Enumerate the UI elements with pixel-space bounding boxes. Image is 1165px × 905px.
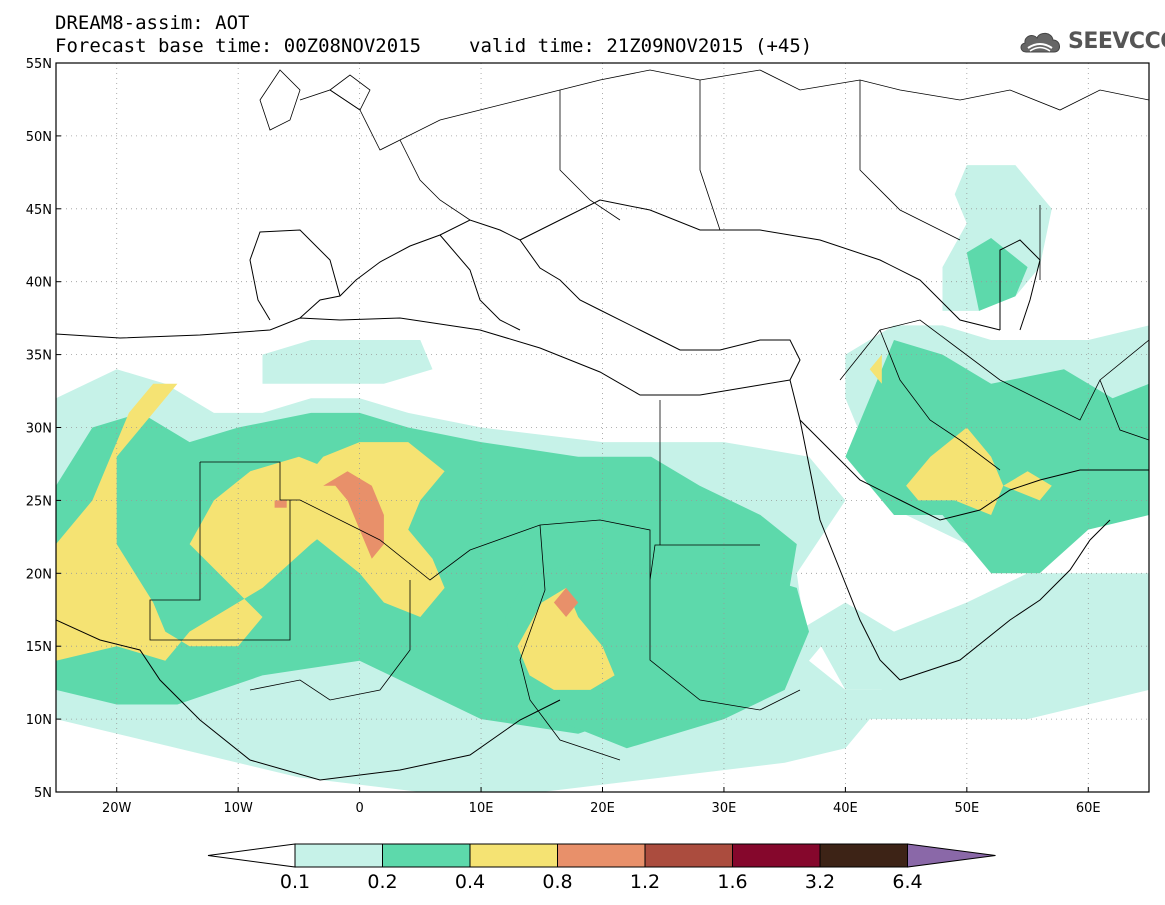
longitude-labels: 20W 10W 0 10E 20E 30E 40E 50E 60E <box>102 787 1101 816</box>
lon-tick-label: 10W <box>223 801 253 816</box>
dust-area-mali-core <box>274 500 287 508</box>
lat-tick-label: 25N <box>26 494 52 509</box>
dust-area-chad-plume <box>517 587 615 690</box>
lon-tick-label: 20W <box>102 801 132 816</box>
colorbar-label: 6.4 <box>892 871 922 893</box>
colorbar-bin <box>557 843 646 868</box>
lon-tick-label: 20E <box>590 801 615 816</box>
lat-tick-label: 55N <box>26 57 52 72</box>
dust-area-sudan-chad <box>505 558 809 749</box>
dust-area-chad-core <box>553 587 579 617</box>
dust-area-gulf-plume <box>906 427 1004 515</box>
cloud-icon <box>1020 32 1060 53</box>
latitude-labels: 55N 50N 45N 40N 35N 30N 25N 20N 15N 10N 5N <box>26 57 61 801</box>
colorbar-label: 3.2 <box>805 871 835 893</box>
colorbar-bin <box>644 843 733 868</box>
dust-area-red-sea-band <box>784 602 967 690</box>
colorbar: 0.1 0.2 0.4 0.8 1.2 1.6 3.2 6.4 <box>207 843 996 893</box>
lat-tick-label: 15N <box>26 640 52 655</box>
colorbar-label: 0.8 <box>542 871 572 893</box>
colorbar-bin <box>469 843 558 868</box>
colorbar-label: 0.2 <box>367 871 397 893</box>
lat-tick-label: 50N <box>26 130 52 145</box>
lon-tick-label: 0 <box>355 801 363 816</box>
colorbar-bin <box>382 843 471 868</box>
lat-tick-label: 30N <box>26 422 52 437</box>
colorbar-label: 0.1 <box>280 871 310 893</box>
logo-text: SEEVCCC <box>1068 29 1165 54</box>
colorbar-bin <box>732 843 821 868</box>
dust-area-west-sahara-plume <box>56 383 360 661</box>
lat-tick-label: 20N <box>26 567 52 582</box>
gridlines <box>56 63 1149 792</box>
colorbar-bin <box>819 843 908 868</box>
lon-tick-label: 60E <box>1076 801 1101 816</box>
colorbar-low-arrow <box>207 843 296 868</box>
dust-fields <box>56 165 1149 792</box>
dust-area-gulf-iran <box>845 340 1149 574</box>
lat-tick-label: 40N <box>26 276 52 291</box>
colorbar-label: 1.2 <box>630 871 660 893</box>
seevccc-logo: SEEVCCC <box>1018 26 1165 58</box>
lat-tick-label: 5N <box>34 786 52 801</box>
colorbar-bin <box>294 843 383 868</box>
dust-area-algeria-core <box>323 471 384 559</box>
valid-time: valid time: 21Z09NOV2015 (+45) <box>469 35 813 57</box>
dust-area-maghreb-band <box>262 340 433 384</box>
lat-tick-label: 35N <box>26 349 52 364</box>
colorbar-high-arrow <box>907 843 996 868</box>
coastlines-borders <box>56 69 1149 781</box>
map-title: DREAM8-assim: AOT <box>55 12 250 34</box>
colorbar-label: 1.6 <box>717 871 747 893</box>
lat-tick-label: 10N <box>26 713 52 728</box>
lon-tick-label: 10E <box>469 801 494 816</box>
dust-area-iran-plume <box>1003 471 1052 501</box>
colorbar-label: 0.4 <box>455 871 485 893</box>
dust-area-caspian-core <box>966 238 1028 311</box>
lon-tick-label: 50E <box>954 801 979 816</box>
base-time: Forecast base time: 00Z08NOV2015 <box>55 35 422 57</box>
lon-tick-label: 30E <box>712 801 737 816</box>
time-info: Forecast base time: 00Z08NOV2015 valid ti… <box>55 35 812 57</box>
dust-area-iraq-plume <box>869 354 882 384</box>
lat-tick-label: 45N <box>26 203 52 218</box>
lon-tick-label: 40E <box>833 801 858 816</box>
